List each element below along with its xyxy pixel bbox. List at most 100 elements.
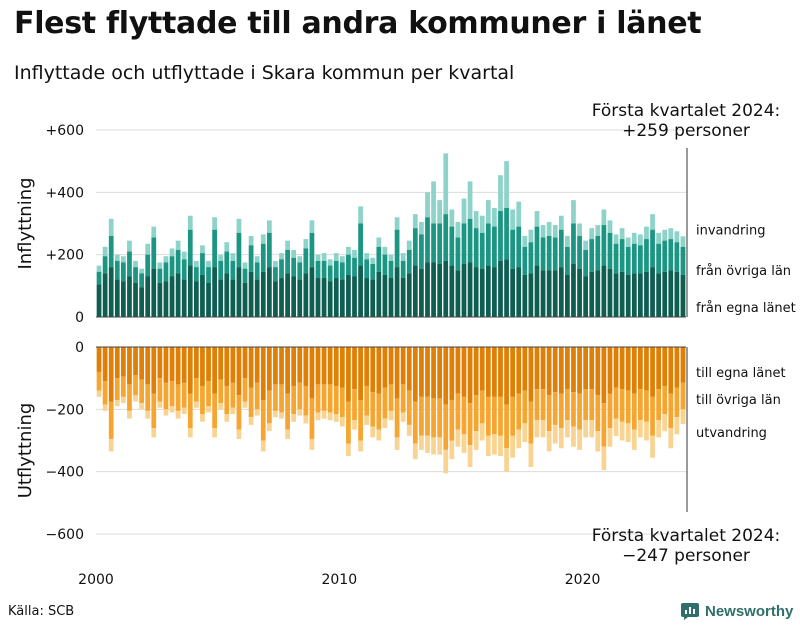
bar-till-ovriga-lan — [242, 378, 248, 402]
bar-fran-ovriga-lan — [546, 235, 552, 271]
bar-till-ovriga-lan — [114, 378, 120, 400]
bar-utvandring — [473, 431, 479, 450]
bar-invandring — [668, 228, 674, 240]
bar-till-ovriga-lan — [102, 381, 108, 405]
bar-fran-ovriga-lan — [558, 229, 564, 268]
bar-utvandring — [406, 424, 412, 436]
bar-utvandring — [151, 428, 157, 438]
bar-utvandring — [96, 390, 102, 397]
bar-till-egna-lanet — [510, 347, 516, 397]
bar-till-ovriga-lan — [668, 393, 674, 429]
bar-till-ovriga-lan — [412, 401, 418, 444]
bar-till-egna-lanet — [230, 347, 236, 383]
bar-invandring — [230, 253, 236, 261]
bar-invandring — [455, 221, 461, 238]
bar-fran-ovriga-lan — [522, 246, 528, 275]
bar-fran-ovriga-lan — [406, 249, 412, 274]
bar-invandring — [108, 218, 114, 236]
bar-till-egna-lanet — [558, 347, 564, 394]
bar-fran-egna-lanet — [114, 279, 120, 317]
bar-invandring — [346, 246, 351, 255]
bar-utvandring — [309, 438, 315, 450]
bar-fran-ovriga-lan — [333, 260, 339, 279]
bar-till-egna-lanet — [437, 347, 443, 399]
bar-fran-egna-lanet — [291, 276, 297, 317]
bar-fran-ovriga-lan — [510, 229, 516, 269]
bar-till-egna-lanet — [546, 347, 552, 396]
bar-fran-egna-lanet — [546, 270, 552, 317]
brand-name: Newsworthy — [705, 602, 794, 620]
bar-fran-egna-lanet — [492, 267, 497, 317]
bar-fran-egna-lanet — [431, 262, 436, 317]
bar-till-egna-lanet — [400, 347, 406, 385]
bar-fran-egna-lanet — [394, 267, 400, 317]
bar-fran-ovriga-lan — [583, 249, 589, 277]
bar-invandring — [248, 235, 254, 246]
bar-utvandring — [419, 435, 424, 450]
bar-utvandring — [638, 420, 643, 438]
bar-fran-egna-lanet — [589, 271, 595, 317]
bar-fran-ovriga-lan — [382, 254, 388, 275]
bar-till-ovriga-lan — [193, 378, 199, 402]
bar-fran-egna-lanet — [479, 268, 485, 317]
bar-invandring — [157, 262, 163, 269]
chart-labels: +600 +400 +200 0 0 −200 −400 −600 Inflyttning Utf… — [15, 101, 796, 588]
bar-fran-ovriga-lan — [266, 232, 272, 268]
bar-fran-egna-lanet — [151, 268, 157, 317]
bar-till-egna-lanet — [680, 347, 686, 383]
bar-invandring — [528, 229, 534, 243]
bar-till-egna-lanet — [376, 347, 382, 394]
bar-till-egna-lanet — [333, 347, 339, 386]
bar-invandring — [145, 243, 151, 255]
bar-invandring — [206, 260, 211, 268]
bar-fran-egna-lanet — [120, 281, 126, 317]
bar-till-ovriga-lan — [400, 384, 406, 413]
bar-utvandring — [595, 431, 601, 452]
bar-fran-ovriga-lan — [157, 268, 163, 283]
bar-till-egna-lanet — [479, 347, 485, 391]
bar-utvandring — [589, 420, 595, 438]
bar-invandring — [631, 232, 637, 244]
bar-till-ovriga-lan — [127, 384, 132, 411]
bar-utvandring — [631, 429, 637, 450]
bar-till-ovriga-lan — [589, 389, 595, 421]
bar-till-egna-lanet — [528, 347, 534, 402]
bar-till-egna-lanet — [382, 347, 388, 388]
bar-fran-ovriga-lan — [638, 245, 643, 274]
bar-invandring — [619, 228, 625, 240]
bar-utvandring — [619, 421, 625, 441]
bar-till-egna-lanet — [674, 347, 680, 388]
bar-till-egna-lanet — [273, 347, 278, 385]
bar-fran-egna-lanet — [656, 273, 662, 317]
bar-utvandring — [321, 410, 327, 419]
bar-invandring — [589, 228, 595, 240]
bar-fran-ovriga-lan — [656, 243, 662, 274]
bar-utvandring — [315, 412, 321, 421]
bar-fran-ovriga-lan — [461, 223, 467, 265]
bar-fran-egna-lanet — [303, 273, 309, 317]
bar-fran-egna-lanet — [382, 274, 388, 317]
bar-invandring — [431, 181, 436, 224]
bar-till-egna-lanet — [498, 347, 503, 397]
bar-fran-egna-lanet — [218, 279, 224, 317]
bar-till-egna-lanet — [114, 347, 120, 379]
bar-invandring — [461, 198, 467, 224]
bar-till-ovriga-lan — [151, 393, 157, 429]
bar-till-ovriga-lan — [425, 396, 430, 436]
bar-invandring — [400, 253, 406, 261]
bar-fran-egna-lanet — [212, 267, 217, 317]
bar-fran-egna-lanet — [601, 265, 607, 317]
bar-till-egna-lanet — [339, 347, 345, 388]
bar-invandring — [151, 226, 157, 238]
bar-invandring — [650, 214, 655, 230]
bar-fran-egna-lanet — [376, 271, 382, 317]
bar-till-ovriga-lan — [455, 393, 461, 430]
bar-utvandring — [522, 423, 528, 443]
bar-utvandring — [248, 417, 254, 425]
bar-fran-ovriga-lan — [680, 246, 686, 275]
bar-fran-egna-lanet — [485, 265, 491, 317]
y-tick-label: 0 — [75, 340, 84, 356]
chart-axes — [96, 148, 688, 512]
bar-fran-egna-lanet — [437, 264, 443, 317]
bar-utvandring — [139, 403, 144, 410]
